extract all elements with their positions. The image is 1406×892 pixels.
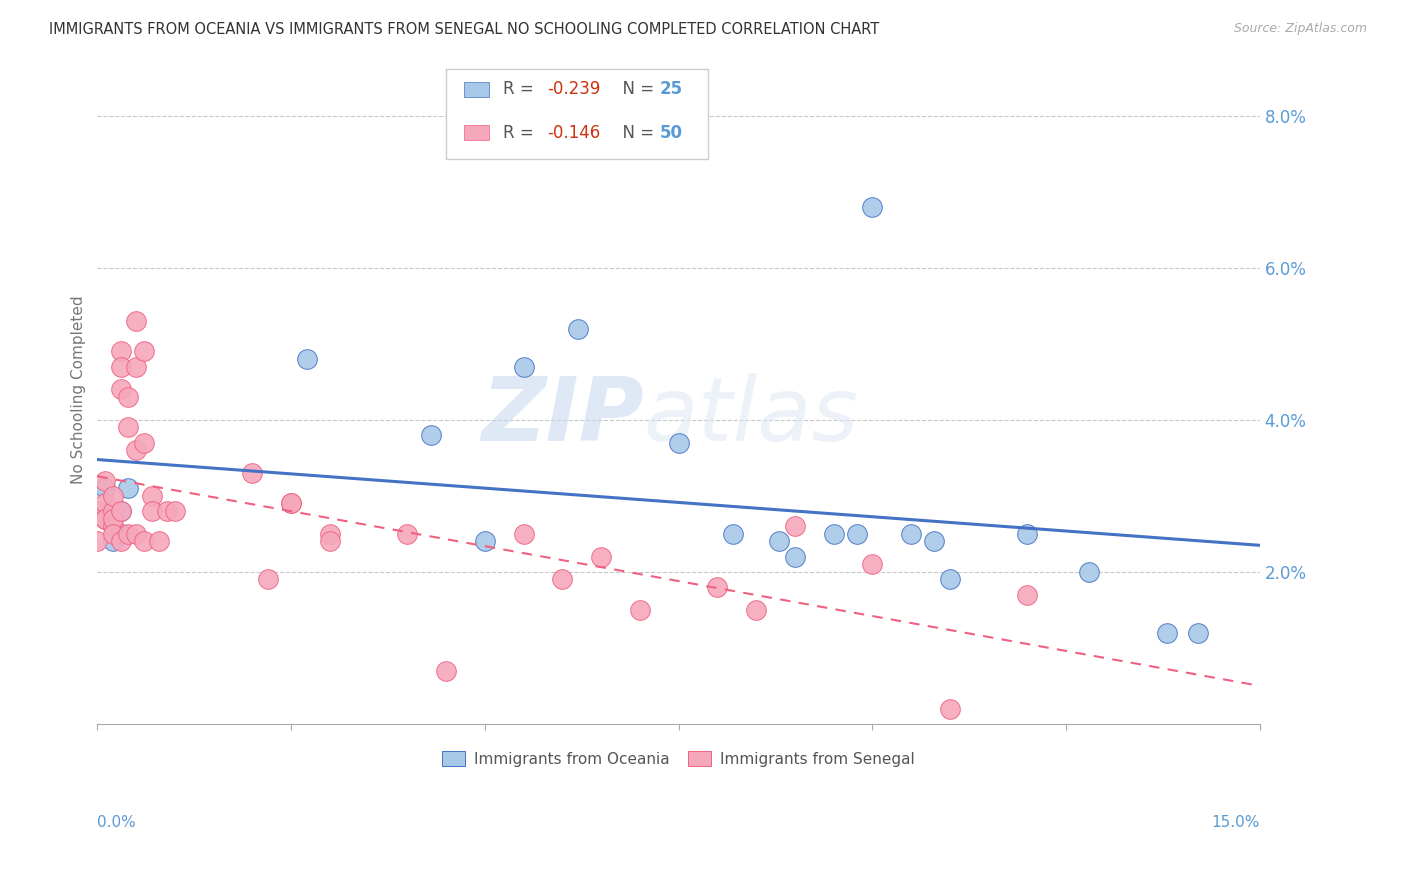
Point	[319, 526, 342, 541]
Point	[141, 504, 163, 518]
Point	[94, 481, 117, 495]
Point	[132, 344, 155, 359]
Legend: Immigrants from Oceania, Immigrants from Senegal: Immigrants from Oceania, Immigrants from…	[436, 745, 921, 773]
Point	[101, 519, 124, 533]
FancyBboxPatch shape	[464, 126, 489, 140]
Text: 25: 25	[659, 80, 683, 98]
Point	[823, 526, 845, 541]
Text: N =: N =	[612, 80, 659, 98]
Point	[240, 466, 263, 480]
Point	[94, 511, 117, 525]
Point	[101, 504, 124, 518]
Point	[110, 359, 132, 374]
Point	[94, 511, 117, 525]
Point	[280, 496, 302, 510]
Point	[117, 481, 139, 495]
Point	[163, 504, 186, 518]
Point	[1017, 588, 1039, 602]
Point	[396, 526, 419, 541]
Text: 0.0%: 0.0%	[97, 815, 136, 830]
Point	[939, 701, 962, 715]
Point	[1017, 526, 1039, 541]
Point	[783, 519, 806, 533]
Point	[101, 489, 124, 503]
Point	[295, 352, 318, 367]
Point	[94, 511, 117, 525]
Point	[512, 359, 534, 374]
Point	[156, 504, 179, 518]
Point	[256, 573, 278, 587]
Point	[1156, 625, 1178, 640]
Point	[474, 534, 496, 549]
Point	[141, 489, 163, 503]
Point	[110, 534, 132, 549]
Text: N =: N =	[612, 124, 659, 142]
Y-axis label: No Schooling Completed: No Schooling Completed	[72, 295, 86, 483]
Text: 50: 50	[659, 124, 683, 142]
Point	[125, 443, 148, 458]
FancyBboxPatch shape	[464, 82, 489, 96]
Point	[125, 314, 148, 328]
Point	[845, 526, 868, 541]
Point	[419, 428, 441, 442]
Point	[132, 534, 155, 549]
Point	[86, 504, 108, 518]
Point	[860, 200, 883, 214]
Point	[110, 504, 132, 518]
Point	[110, 526, 132, 541]
Point	[94, 474, 117, 488]
Point	[591, 549, 613, 564]
Point	[783, 549, 806, 564]
Text: 15.0%: 15.0%	[1212, 815, 1260, 830]
Point	[768, 534, 790, 549]
Point	[117, 526, 139, 541]
Point	[512, 526, 534, 541]
Point	[94, 496, 117, 510]
Point	[319, 534, 342, 549]
Point	[939, 573, 962, 587]
Point	[125, 526, 148, 541]
Point	[1187, 625, 1209, 640]
Point	[101, 534, 124, 549]
Text: -0.239: -0.239	[547, 80, 600, 98]
Text: -0.146: -0.146	[547, 124, 600, 142]
Point	[567, 321, 589, 335]
Text: ZIP: ZIP	[481, 373, 644, 459]
Point	[924, 534, 946, 549]
Text: Source: ZipAtlas.com: Source: ZipAtlas.com	[1233, 22, 1367, 36]
Point	[110, 504, 132, 518]
Point	[148, 534, 170, 549]
Point	[125, 359, 148, 374]
Point	[628, 603, 651, 617]
Point	[132, 435, 155, 450]
Text: IMMIGRANTS FROM OCEANIA VS IMMIGRANTS FROM SENEGAL NO SCHOOLING COMPLETED CORREL: IMMIGRANTS FROM OCEANIA VS IMMIGRANTS FR…	[49, 22, 880, 37]
Point	[110, 383, 132, 397]
Point	[551, 573, 574, 587]
Point	[668, 435, 690, 450]
Text: R =: R =	[503, 124, 538, 142]
Point	[280, 496, 302, 510]
Point	[1078, 565, 1101, 579]
Point	[434, 664, 457, 678]
Point	[110, 344, 132, 359]
Point	[860, 557, 883, 571]
FancyBboxPatch shape	[446, 69, 707, 159]
Point	[101, 526, 124, 541]
Point	[706, 580, 728, 594]
Text: R =: R =	[503, 80, 538, 98]
Point	[117, 420, 139, 434]
Point	[101, 511, 124, 525]
Text: atlas: atlas	[644, 373, 859, 459]
Point	[745, 603, 768, 617]
Point	[101, 504, 124, 518]
Point	[86, 534, 108, 549]
Point	[721, 526, 744, 541]
Point	[900, 526, 922, 541]
Point	[117, 390, 139, 404]
